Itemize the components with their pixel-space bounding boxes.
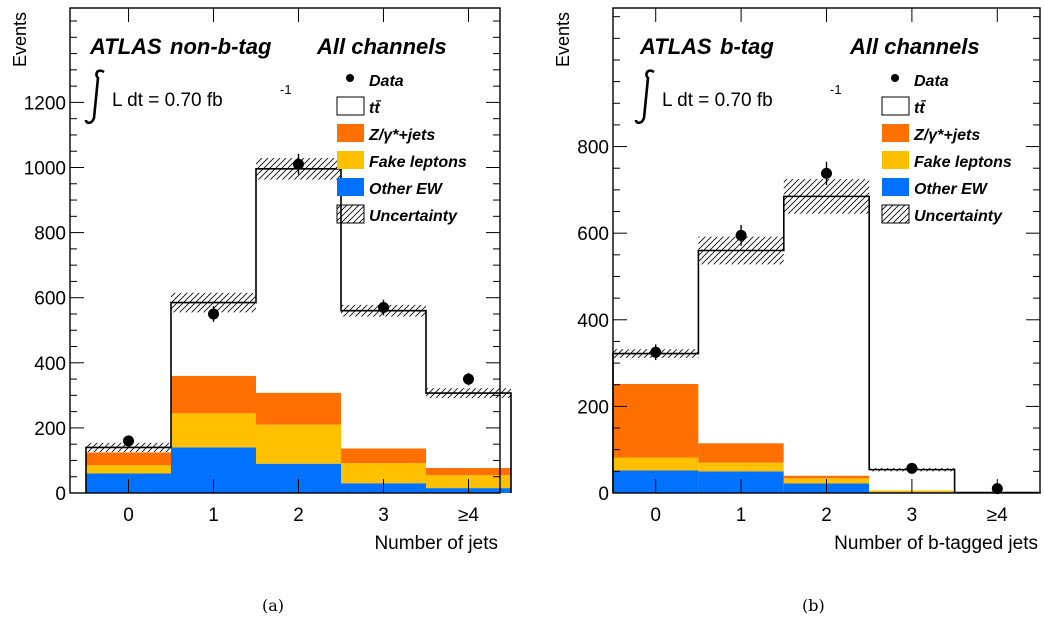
- luminosity-exponent: -1: [280, 82, 292, 97]
- bar-fake-leptons-1: [698, 462, 784, 472]
- data-point-3: [378, 301, 389, 313]
- uncertainty-band-1: [171, 292, 256, 313]
- legend-swatch-1: [336, 96, 365, 116]
- data-point-0: [650, 346, 662, 358]
- legend-swatch-4: [337, 178, 364, 196]
- legend-label-5: Uncertainty: [369, 208, 458, 225]
- legend-label-4: Other EW: [369, 181, 444, 198]
- channels-label: All channels: [316, 34, 447, 59]
- legend-label-1: tt̄: [369, 99, 381, 117]
- data-point-4: [463, 373, 474, 385]
- legend-label-2: Z/γ*+jets: [368, 127, 435, 144]
- y-tick-label: 800: [577, 138, 609, 159]
- legend-label-0: Data: [369, 73, 404, 90]
- x-tick-label: 2: [293, 505, 304, 526]
- bar-tt--2: [256, 168, 341, 393]
- bar-z-jets-3: [341, 448, 426, 464]
- bar-z-jets-0: [86, 452, 171, 466]
- bar-z-jets-1: [171, 375, 256, 414]
- bar-fake-leptons-0: [86, 465, 171, 474]
- data-point-3: [906, 462, 918, 474]
- region-label: b-tag: [720, 34, 774, 59]
- x-tick-label: 2: [821, 505, 832, 526]
- x-axis-title: Number of jets: [374, 533, 498, 554]
- y-tick-label: 600: [577, 224, 609, 245]
- x-axis-title: Number of b-tagged jets: [834, 533, 1038, 554]
- y-tick-label: 400: [577, 311, 609, 332]
- atlas-label: ATLAS: [639, 34, 712, 59]
- bar-z-jets-0: [613, 383, 699, 458]
- bar-z-jets-1: [698, 443, 784, 463]
- y-tick-label: 0: [598, 484, 609, 505]
- panel-a-non-b-tag: 0 200 400 600 800 1000 1200 0 1 2 3 ≥4 Number of jet…: [10, 7, 512, 554]
- y-tick-label: 0: [55, 484, 66, 505]
- legend-uncertainty-swatch: [336, 204, 365, 224]
- y-axis-title: Events: [553, 12, 573, 67]
- legend-label-3: Fake leptons: [369, 154, 467, 171]
- data-point-0: [123, 435, 134, 447]
- uncertainty-band-0: [86, 442, 171, 452]
- bar-fake-leptons-1: [171, 413, 256, 448]
- uncertainty-band-4: [426, 388, 511, 398]
- bar-z-jets-2: [256, 392, 341, 425]
- integral-sign: [84, 69, 105, 125]
- x-tick-label: 0: [123, 505, 134, 526]
- bar-tt--4: [426, 393, 511, 468]
- y-tick-label: 600: [34, 289, 66, 310]
- data-point-1: [208, 308, 219, 320]
- legend-label-0: Data: [914, 73, 949, 90]
- legend-swatch-2: [882, 124, 909, 142]
- bar-z-jets-4: [426, 467, 511, 476]
- data-point-2: [293, 158, 304, 170]
- data-point-2: [821, 167, 832, 179]
- x-tick-label: ≥4: [987, 505, 1008, 526]
- region-label: non-b-tag: [170, 34, 272, 59]
- x-tick-label: 3: [907, 505, 918, 526]
- legend-label-1: tt̄: [914, 99, 926, 117]
- bar-fake-leptons-3: [341, 463, 426, 484]
- plot-frame: [69, 7, 501, 494]
- bar-fake-leptons-0: [613, 457, 699, 471]
- x-tick-label: 0: [650, 505, 661, 526]
- luminosity-label: L dt = 0.70 fb: [662, 90, 773, 111]
- luminosity-exponent: -1: [830, 82, 842, 97]
- y-axis-title: Events: [10, 12, 30, 67]
- legend-label-3: Fake leptons: [914, 154, 1012, 171]
- legend-label-4: Other EW: [914, 181, 989, 198]
- x-tick-label: 3: [378, 505, 389, 526]
- legend-swatch-1: [881, 96, 910, 116]
- bar-z-jets-2: [783, 475, 870, 479]
- legend-label-2: Z/γ*+jets: [913, 127, 980, 144]
- bar-tt--1: [698, 250, 784, 444]
- legend-swatch-4: [882, 178, 909, 196]
- y-tick-label: 1200: [24, 93, 66, 114]
- channels-label: All channels: [849, 34, 980, 59]
- x-tick-label: 1: [208, 505, 219, 526]
- legend-swatch-2: [337, 124, 364, 142]
- caption-a: (a): [262, 596, 285, 615]
- atlas-label: ATLAS: [89, 34, 162, 59]
- x-tick-label: ≥4: [458, 505, 479, 526]
- legend-swatch-3: [882, 151, 909, 169]
- y-tick-label: 200: [34, 419, 66, 440]
- bar-tt--2: [783, 196, 870, 476]
- y-tick-label: 800: [34, 224, 66, 245]
- y-tick-label: 1000: [24, 158, 66, 179]
- legend-data-marker: [891, 74, 899, 82]
- integral-sign: [634, 69, 655, 125]
- data-point-1: [735, 229, 747, 241]
- legend-label-5: Uncertainty: [914, 208, 1003, 225]
- legend-swatch-3: [337, 151, 364, 169]
- caption-b: (b): [802, 596, 825, 615]
- panel-b-b-tag: 0 200 400 600 800 0 1 2 3 ≥4 Number of b-tagged je…: [553, 7, 1041, 554]
- y-tick-label: 200: [577, 397, 609, 418]
- luminosity-label: L dt = 0.70 fb: [112, 90, 223, 111]
- legend-uncertainty-swatch: [881, 204, 910, 224]
- legend-data-marker: [346, 74, 354, 82]
- y-tick-label: 400: [34, 354, 66, 375]
- x-tick-label: 1: [736, 505, 747, 526]
- bar-tt--3: [341, 310, 426, 449]
- bar-fake-leptons-2: [256, 424, 341, 464]
